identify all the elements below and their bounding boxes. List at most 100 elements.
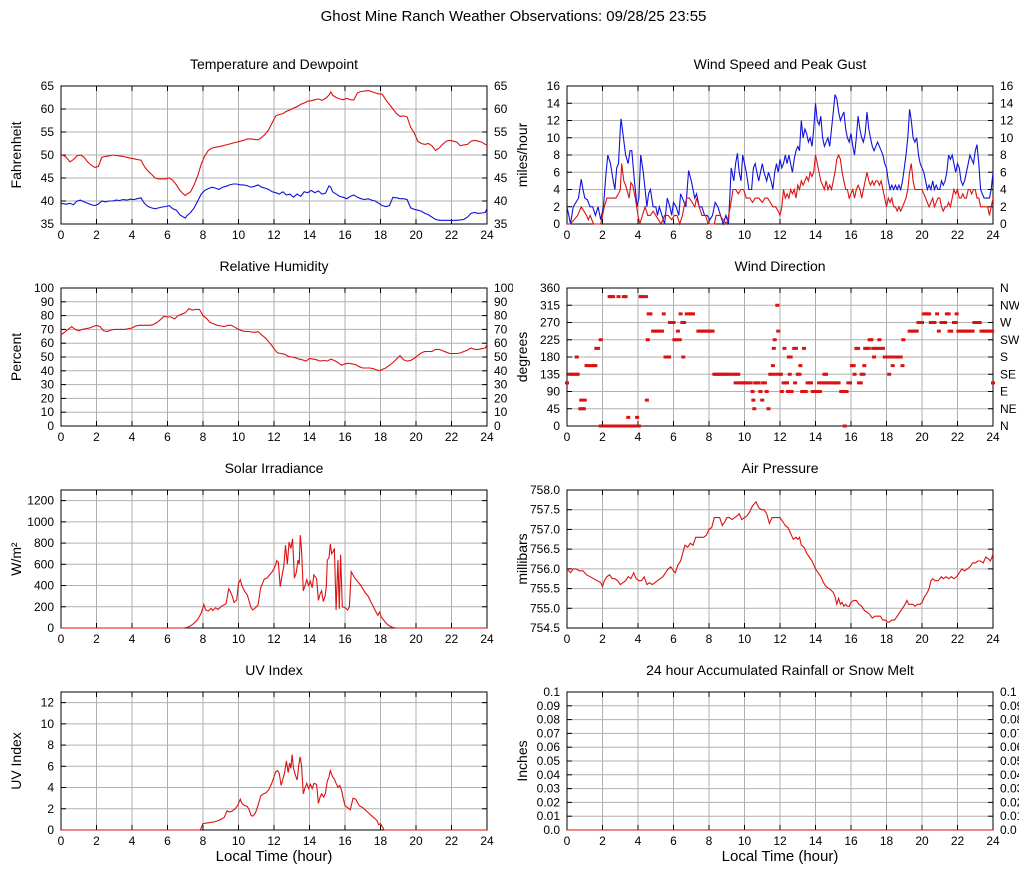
y-tick-label: 10 xyxy=(41,717,55,731)
y-tick-label-right: 0.06 xyxy=(1000,740,1019,754)
wind-direction-point xyxy=(836,381,841,385)
x-tick-label: 24 xyxy=(480,632,494,646)
y-tick-label-right: 40 xyxy=(494,194,508,208)
x-tick-label: 24 xyxy=(480,430,494,444)
chart-title: Air Pressure xyxy=(741,460,819,476)
wind-direction-point xyxy=(678,312,683,316)
x-tick-label: 14 xyxy=(303,228,317,242)
wind-direction-point xyxy=(632,424,637,428)
air-pressure-line xyxy=(566,500,994,623)
wind-direction-point xyxy=(875,346,880,350)
y-tick-label: 80 xyxy=(41,309,55,323)
wind-direction-point xyxy=(758,390,763,393)
y-tick-label-right: 14 xyxy=(1000,96,1014,110)
y-tick-label-right: E xyxy=(1000,385,1008,399)
y-tick-label: 40 xyxy=(41,364,55,378)
wind-direction-point xyxy=(574,355,579,359)
x-tick-label: 20 xyxy=(409,834,423,848)
wind-direction-point xyxy=(858,381,863,385)
wind-direction-point xyxy=(869,338,874,342)
y-tick-label-right: 40 xyxy=(494,364,508,378)
x-tick-label: 22 xyxy=(951,228,965,242)
chart-title: Wind Speed and Peak Gust xyxy=(693,56,867,72)
wind-direction-point xyxy=(789,390,794,393)
y-tick-label-right: NE xyxy=(1000,402,1017,416)
x-tick-label: 8 xyxy=(706,834,713,848)
wind-direction-point xyxy=(900,364,905,368)
x-tick-label: 12 xyxy=(773,228,787,242)
wind-direction-point xyxy=(626,415,631,419)
x-axis-label: Local Time (hour) xyxy=(215,848,333,865)
x-tick-label: 16 xyxy=(338,228,352,242)
y-tick-label: 0.06 xyxy=(537,740,561,754)
x-tick-label: 2 xyxy=(93,430,100,444)
y-tick-label: 0.01 xyxy=(537,809,561,823)
y-tick-label: 315 xyxy=(540,298,560,312)
y-tick-label-right: 60 xyxy=(494,102,508,116)
x-tick-label: 10 xyxy=(232,228,246,242)
y-tick-label-right: 80 xyxy=(494,309,508,323)
y-tick-label: 757.5 xyxy=(530,503,560,517)
wind-direction-point xyxy=(898,355,903,359)
y-tick-label: 0.02 xyxy=(537,795,561,809)
wind-direction-point xyxy=(770,364,775,368)
x-tick-label: 24 xyxy=(480,834,494,848)
x-tick-label: 8 xyxy=(706,430,713,444)
wind-direction-point xyxy=(770,372,775,376)
y-tick-label-right: 50 xyxy=(494,148,508,162)
wind-direction-point xyxy=(661,312,666,316)
wind-direction-point xyxy=(935,312,940,316)
wind-direction-point xyxy=(970,329,975,333)
chart-air-pressure: Air Pressure millibars 0 2 4 6 8 10 12 14 16 18 20… xyxy=(506,460,1019,676)
wind-direction-point xyxy=(640,295,645,299)
y-tick-label: 60 xyxy=(41,336,55,350)
wind-direction-point xyxy=(861,372,866,376)
y-tick-label: 14 xyxy=(547,96,561,110)
y-tick-label-right: 2 xyxy=(1000,200,1007,214)
wind-direction-point xyxy=(764,390,769,393)
y-tick-label-right: 0.0 xyxy=(1000,823,1017,837)
wind-direction-point xyxy=(752,407,757,411)
chart-title: Temperature and Dewpoint xyxy=(189,56,359,72)
x-tick-label: 2 xyxy=(93,228,100,242)
wind-direction-point xyxy=(756,381,761,385)
wind-direction-point xyxy=(856,346,861,350)
x-tick-label: 22 xyxy=(445,632,459,646)
x-tick-label: 0 xyxy=(58,228,65,242)
y-tick-label: 2 xyxy=(47,802,54,816)
wind-direction-point xyxy=(880,346,885,350)
wind-direction-point xyxy=(643,295,648,299)
wind-direction-point xyxy=(684,312,689,316)
y-tick-label-right: N xyxy=(1000,419,1009,433)
x-tick-label: 16 xyxy=(844,632,858,646)
chart-title: Solar Irradiance xyxy=(224,460,324,476)
y-tick-label: 50 xyxy=(41,148,55,162)
wind-direction-point xyxy=(772,338,777,342)
plot-area: 0 2 4 6 8 10 12 14 16 18 20 22 240200400600800100012… xyxy=(27,489,494,646)
x-tick-label: 24 xyxy=(480,228,494,242)
y-tick-label: 0.04 xyxy=(537,768,561,782)
y-tick-label-right: N xyxy=(1000,281,1009,295)
y-tick-label: 0.07 xyxy=(537,726,561,740)
y-tick-label: 30 xyxy=(41,378,55,392)
wind-direction-point xyxy=(623,295,628,299)
y-tick-label-right: 45 xyxy=(494,171,508,185)
wind-direction-point xyxy=(748,381,753,385)
x-tick-label: 12 xyxy=(773,430,787,444)
wind-direction-point xyxy=(841,390,846,393)
y-tick-label: 800 xyxy=(34,536,54,550)
wind-direction-point xyxy=(793,381,798,385)
y-tick-label: 60 xyxy=(41,102,55,116)
chart-solar-irradiance: Solar Irradiance W/m² 0 2 4 6 8 10 12 14 16 18 20 2… xyxy=(0,460,513,676)
y-tick-label: 0.08 xyxy=(537,713,561,727)
y-tick-label: 45 xyxy=(41,171,55,185)
x-tick-label: 8 xyxy=(706,632,713,646)
x-tick-label: 4 xyxy=(129,228,136,242)
y-tick-label-right: 65 xyxy=(494,79,508,93)
wind-direction-point xyxy=(636,424,641,428)
